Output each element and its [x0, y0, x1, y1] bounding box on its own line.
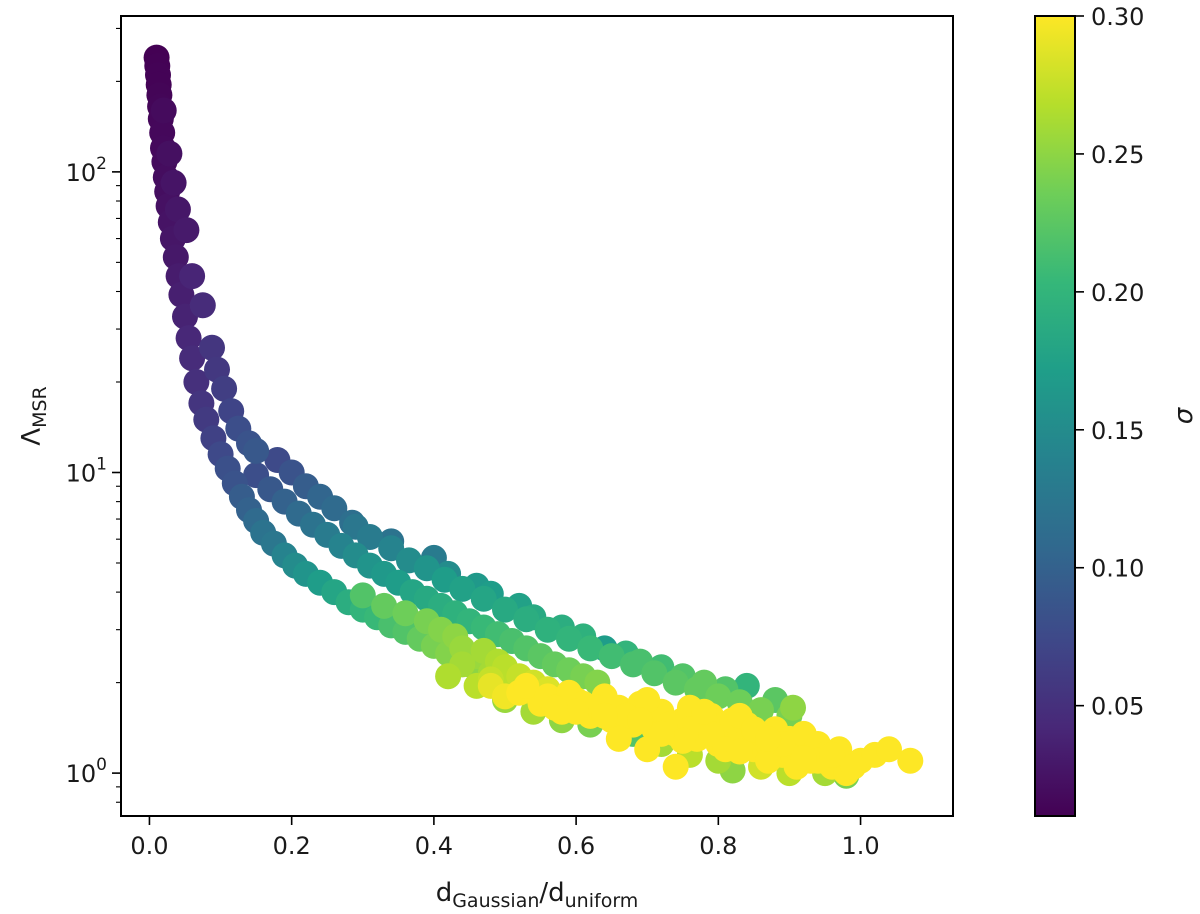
scatter-point	[179, 345, 206, 372]
scatter-point	[513, 606, 540, 633]
scatter-point	[349, 582, 376, 609]
scatter-point	[641, 660, 668, 687]
scatter-point	[627, 707, 654, 734]
scatter-point	[211, 375, 238, 402]
scatter-point	[492, 596, 518, 623]
scatter-point	[392, 600, 419, 627]
scatter-point	[435, 663, 462, 690]
scatter-points	[143, 44, 924, 789]
scatter-point	[897, 747, 924, 774]
scatter-point	[598, 643, 625, 670]
colorbar-tick-label: 0.30	[1091, 3, 1144, 31]
x-tick-label: 1.0	[841, 832, 879, 860]
scatter-point	[669, 727, 696, 754]
y-tick-label: 101	[66, 454, 107, 487]
scatter-point	[780, 694, 806, 721]
y-tick-label: 102	[66, 154, 107, 187]
scatter-point	[183, 369, 210, 395]
scatter-point	[513, 672, 540, 699]
colorbar-tick-label: 0.20	[1091, 279, 1144, 307]
scatter-point	[662, 669, 689, 696]
scatter-point	[726, 738, 753, 765]
scatter-point	[173, 217, 200, 244]
scatter-point	[189, 292, 216, 319]
y-axis-label: ΛMSR	[17, 386, 51, 445]
x-axis: 0.0 0.2 0.4 0.6 0.8 1.0	[130, 816, 880, 860]
scatter-point	[755, 725, 782, 752]
colorbar-label: σ	[1169, 406, 1199, 424]
colorbar-tick-label: 0.25	[1091, 141, 1144, 169]
scatter-point	[371, 592, 398, 619]
scatter-point	[150, 97, 177, 124]
scatter-point	[175, 325, 202, 352]
scatter-point	[634, 687, 661, 713]
colorbar-tick-label: 0.15	[1091, 417, 1144, 445]
scatter-point	[648, 720, 675, 747]
scatter-point	[556, 625, 582, 652]
scatter-point	[876, 736, 902, 763]
x-tick-label: 0.0	[130, 832, 168, 860]
x-tick-label: 0.6	[557, 832, 595, 860]
x-tick-label: 0.2	[273, 832, 311, 860]
y-axis: 100 101 102	[66, 27, 121, 803]
scatter-point	[470, 585, 497, 612]
scatter-point	[790, 745, 817, 772]
scatter-point	[662, 753, 689, 780]
scatter-point	[243, 437, 270, 464]
scatter-point	[691, 698, 718, 725]
scatter-point	[819, 741, 846, 768]
scatter-point	[449, 575, 476, 602]
scatter-point	[156, 140, 183, 167]
colorbar-tick-label: 0.10	[1091, 555, 1144, 583]
scatter-point	[563, 698, 590, 725]
y-tick-label: 100	[66, 755, 107, 788]
scatter-point	[179, 263, 206, 290]
scatter-point	[321, 495, 348, 522]
scatter-point	[164, 196, 191, 223]
scatter-point	[541, 694, 568, 721]
scatter-point	[356, 524, 383, 550]
scatter-point	[577, 635, 604, 662]
x-axis-label: dGaussian/duniform	[436, 878, 639, 912]
scatter-point	[591, 702, 618, 729]
scatter-point	[840, 753, 867, 780]
x-tick-label: 0.8	[699, 832, 737, 860]
colorbar-axis: 0.05 0.10 0.15 0.20 0.25 0.30	[1075, 3, 1144, 721]
colorbar-tick-label: 0.05	[1091, 693, 1144, 721]
scatter-point	[199, 334, 225, 361]
plot-frame	[120, 15, 954, 817]
colorbar	[1034, 15, 1076, 817]
scatter-point	[605, 725, 632, 752]
scatter-point	[534, 616, 561, 643]
x-tick-label: 0.4	[415, 832, 453, 860]
scatter-point	[160, 169, 187, 196]
